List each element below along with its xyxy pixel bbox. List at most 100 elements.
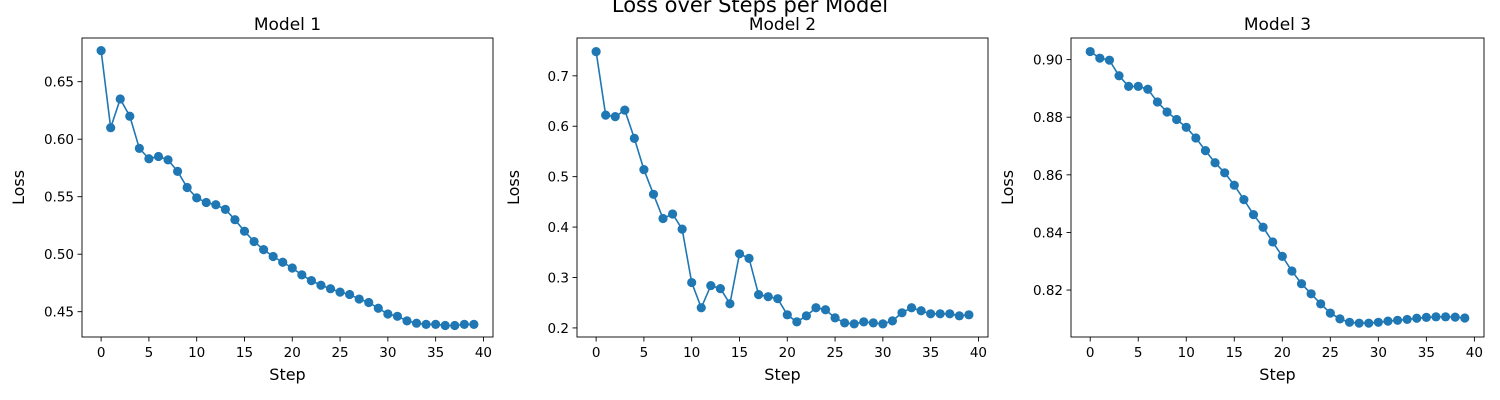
x-tick-label: 15: [236, 345, 253, 361]
data-point: [421, 319, 431, 329]
figure-suptitle: Loss over Steps per Model: [612, 0, 888, 17]
data-point: [306, 276, 316, 286]
x-tick-label: 30: [874, 345, 891, 361]
data-point: [1143, 84, 1153, 94]
axes-frame: [1070, 37, 1485, 338]
x-tick-label: 10: [188, 345, 205, 361]
data-point: [450, 320, 460, 331]
x-tick-label: 30: [379, 345, 396, 361]
x-tick-label: 0: [97, 345, 106, 361]
data-point: [1325, 308, 1335, 318]
data-point: [868, 318, 878, 328]
data-point: [906, 303, 917, 313]
series-line: [100, 50, 474, 327]
y-tick-label: 0.86: [1033, 168, 1063, 184]
data-point: [201, 197, 211, 208]
data-point: [687, 277, 697, 288]
data-point: [820, 305, 831, 315]
data-point: [1210, 158, 1220, 168]
data-point: [1287, 266, 1297, 276]
data-point: [744, 253, 754, 263]
subplot-model-3: Model 3 0 5 10 15 20 25 30 35 40 0.82 0.84 0.86 0.88 0…: [998, 15, 1485, 384]
data-point: [677, 224, 687, 234]
data-point: [1421, 312, 1431, 323]
x-tick-label: 40: [475, 345, 492, 361]
x-tick-label: 35: [1418, 345, 1435, 361]
y-tick-label: 0.82: [1033, 283, 1063, 299]
x-tick-label: 20: [1274, 345, 1291, 361]
data-point: [878, 319, 888, 329]
data-point: [1095, 53, 1105, 63]
data-point: [1344, 317, 1355, 327]
data-point: [1085, 46, 1095, 57]
data-point: [763, 292, 773, 302]
y-tick-label: 0.50: [44, 247, 74, 263]
y-axis-label: Loss: [504, 170, 523, 205]
data-point: [1124, 81, 1134, 91]
data-point: [297, 270, 307, 280]
data-point: [1392, 315, 1403, 325]
x-axis-label: Step: [269, 365, 305, 384]
data-point: [840, 318, 850, 328]
data-point: [259, 245, 269, 255]
data-point: [230, 215, 240, 225]
data-point: [345, 289, 355, 300]
data-point: [249, 236, 259, 247]
data-point: [459, 319, 469, 329]
data-point: [773, 294, 783, 304]
x-tick-label: 5: [1134, 345, 1143, 361]
data-point: [1373, 317, 1383, 327]
data-point: [1316, 299, 1326, 309]
data-point: [601, 110, 611, 120]
data-point: [1296, 279, 1307, 289]
y-tick-label: 0.88: [1033, 110, 1063, 126]
data-point: [335, 287, 345, 297]
data-point: [964, 310, 974, 320]
data-point: [629, 133, 639, 143]
y-tick-label: 0.5: [548, 170, 569, 186]
y-tick-label: 0.7: [548, 69, 569, 85]
y-tick-label: 0.6: [548, 119, 569, 135]
data-point: [715, 283, 725, 294]
data-point: [1181, 122, 1191, 132]
data-point: [696, 303, 706, 313]
data-point: [106, 123, 116, 133]
y-tick-label: 0.65: [44, 75, 74, 91]
data-point: [706, 280, 716, 291]
data-point: [1200, 146, 1211, 156]
data-point: [859, 317, 869, 327]
data-point: [1191, 133, 1201, 143]
data-point: [658, 213, 668, 224]
data-point: [782, 310, 792, 320]
subplot-title: Model 2: [749, 15, 816, 35]
data-point: [153, 151, 164, 162]
data-point: [945, 309, 955, 319]
x-tick-label: 35: [427, 345, 444, 361]
subplot-model-2: Model 2 0 5 10 15 20 25 30 35 40 0.2 0.3 0.4 0.5 0.6 0.…: [504, 15, 989, 384]
data-point: [1335, 314, 1345, 324]
data-point: [1383, 316, 1393, 326]
x-tick-label: 20: [284, 345, 301, 361]
y-tick-label: 0.4: [548, 220, 569, 236]
data-point: [1220, 168, 1230, 178]
x-tick-label: 25: [331, 345, 348, 361]
x-axis-label: Step: [764, 365, 800, 384]
x-tick-label: 0: [1086, 345, 1095, 361]
y-tick-label: 0.55: [44, 190, 74, 206]
data-point: [163, 155, 173, 165]
data-point: [1133, 81, 1143, 91]
data-point: [849, 319, 859, 329]
data-point: [134, 143, 144, 153]
data-point: [1460, 313, 1470, 323]
data-point: [115, 94, 125, 104]
data-point: [354, 294, 364, 304]
data-point: [144, 154, 154, 164]
data-point: [211, 200, 221, 210]
data-point: [383, 309, 393, 319]
data-point: [392, 311, 403, 321]
x-axis-label: Step: [1259, 365, 1295, 384]
data-point: [1402, 314, 1412, 325]
data-point: [268, 251, 278, 262]
subplot-title: Model 3: [1244, 15, 1311, 35]
x-tick-label: 30: [1370, 345, 1387, 361]
